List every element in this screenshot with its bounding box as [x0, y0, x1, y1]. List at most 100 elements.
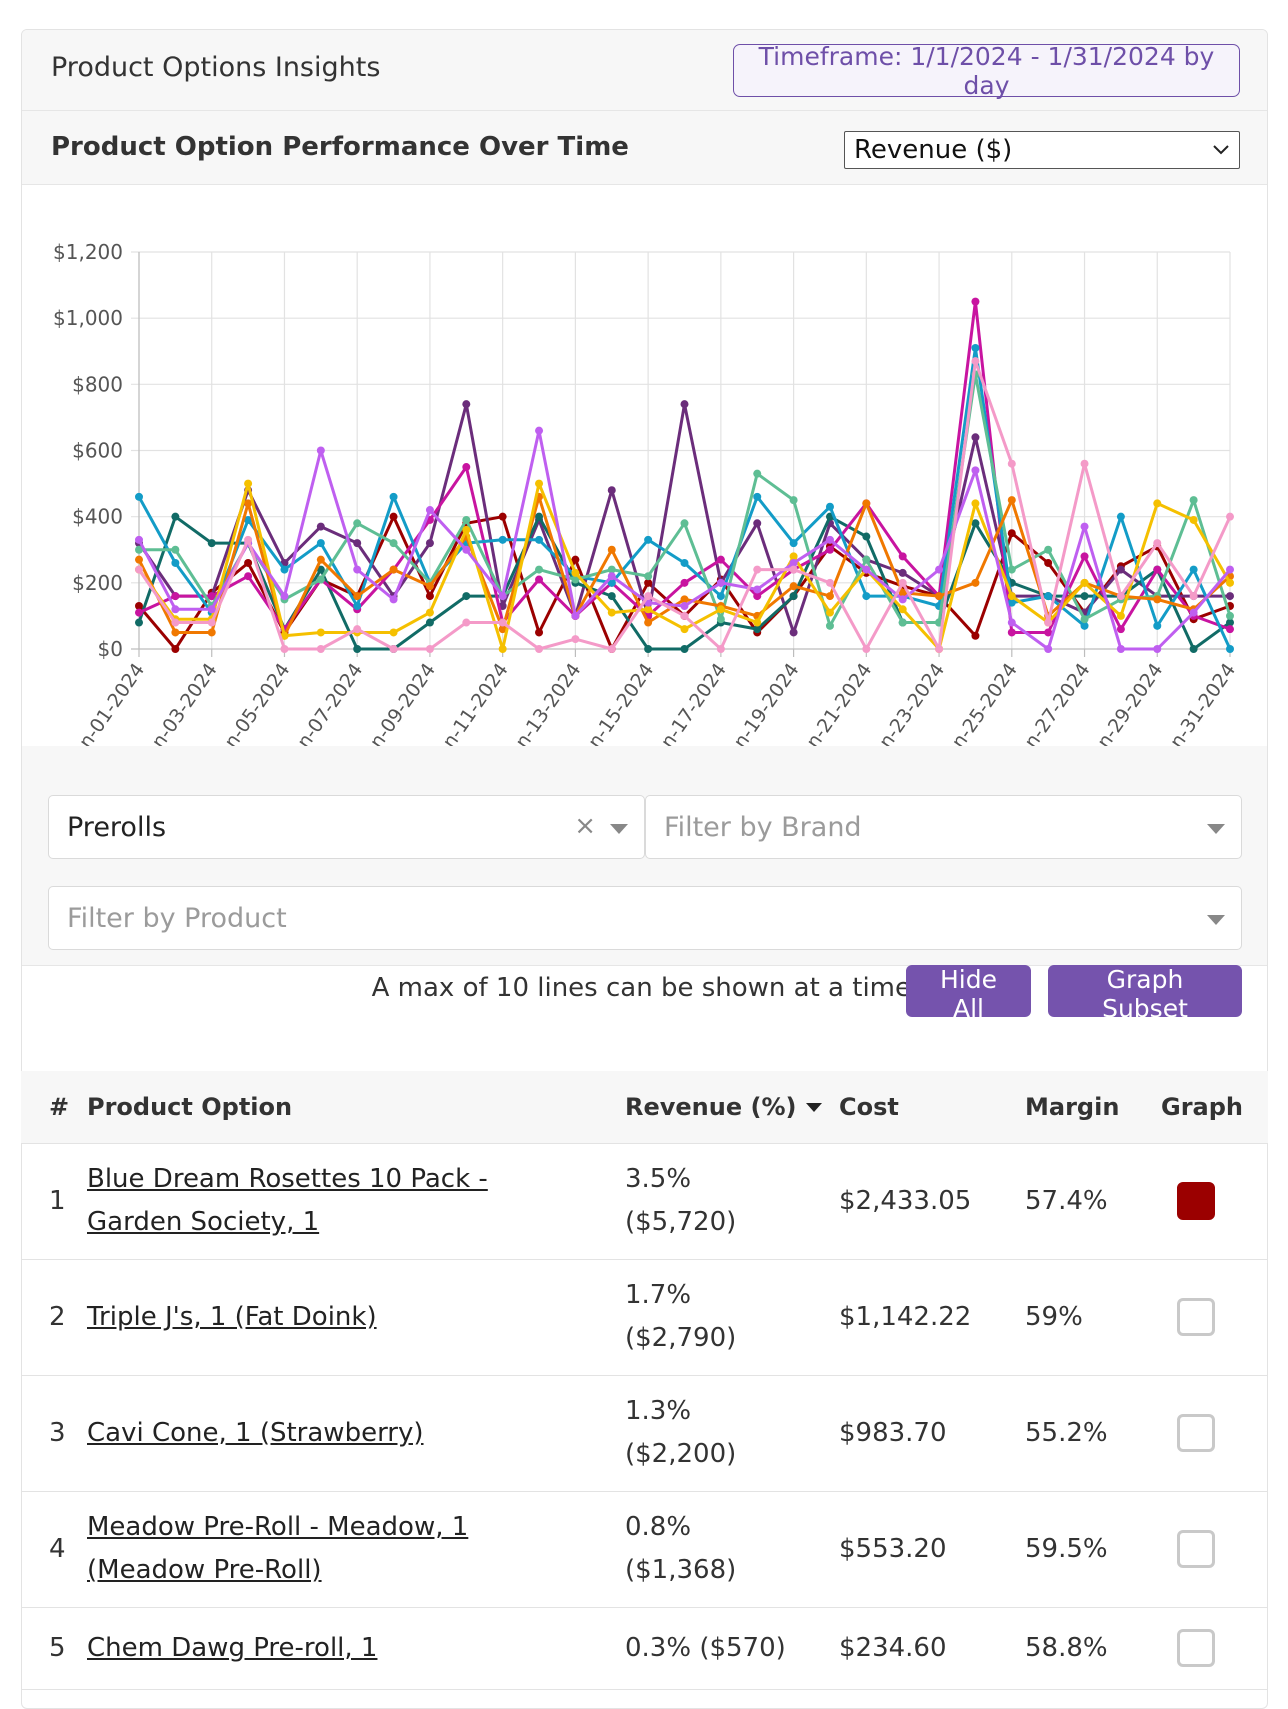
- row-margin: 59%: [1025, 1259, 1161, 1376]
- sort-desc-icon: [806, 1103, 823, 1113]
- hide-all-button[interactable]: Hide All: [906, 965, 1031, 1023]
- data-point: [716, 555, 725, 564]
- table-row: 3 Cavi Cone, 1 (Strawberry) 1.3% ($2,200)…: [21, 1375, 1268, 1492]
- product-option-link[interactable]: Meadow Pre-Roll - Meadow, 1 (Meadow Pre-R…: [87, 1512, 468, 1585]
- graph-checkbox[interactable]: [1177, 1298, 1215, 1336]
- col-header-num: #: [21, 1071, 87, 1144]
- data-point: [316, 628, 325, 637]
- data-point: [353, 539, 362, 548]
- data-point: [1080, 592, 1089, 601]
- data-point: [1080, 552, 1089, 561]
- data-point: [535, 535, 544, 544]
- data-point: [1226, 611, 1234, 620]
- data-point: [716, 615, 725, 624]
- table-container: # Product Option Revenue (%) Cost Margin…: [21, 1071, 1268, 1690]
- clear-icon[interactable]: ×: [574, 811, 596, 841]
- data-point: [171, 628, 180, 637]
- data-point: [462, 400, 471, 409]
- data-point: [1116, 512, 1125, 521]
- data-point: [1189, 496, 1198, 505]
- data-point: [244, 572, 253, 581]
- col-header-cost[interactable]: Cost: [839, 1071, 1025, 1144]
- row-cost: $983.70: [839, 1375, 1025, 1492]
- data-point: [607, 645, 616, 653]
- category-filter[interactable]: Prerolls ×: [48, 795, 645, 859]
- data-point: [1226, 592, 1234, 601]
- data-point: [680, 519, 689, 528]
- data-point: [680, 601, 689, 610]
- row-graph: [1161, 1491, 1268, 1608]
- timeframe-button[interactable]: Timeframe: 1/1/2024 - 1/31/2024 by day: [733, 42, 1240, 100]
- data-point: [498, 592, 507, 601]
- data-point: [1153, 645, 1162, 653]
- product-option-link[interactable]: Blue Dream Rosettes 10 Pack - Garden Soci…: [87, 1164, 488, 1237]
- col-header-revenue-label: Revenue (%): [625, 1092, 797, 1121]
- graph-checkbox[interactable]: [1177, 1530, 1215, 1568]
- graph-checkbox[interactable]: [1177, 1414, 1215, 1452]
- row-option: Triple J's, 1 (Fat Doink): [87, 1259, 625, 1376]
- product-option-link[interactable]: Triple J's, 1 (Fat Doink): [87, 1301, 377, 1332]
- data-point: [389, 539, 398, 548]
- metric-select-value: Revenue ($): [854, 135, 1013, 165]
- data-point: [753, 618, 762, 627]
- data-point: [1189, 608, 1198, 617]
- data-point: [425, 539, 434, 548]
- x-tick-label: Jan-19-2024: [719, 659, 804, 746]
- data-point: [171, 512, 180, 521]
- data-point: [535, 575, 544, 584]
- data-point: [1007, 628, 1016, 637]
- data-point: [607, 565, 616, 574]
- graph-checkbox[interactable]: [1177, 1629, 1215, 1667]
- data-point: [1007, 618, 1016, 627]
- data-point: [207, 628, 216, 637]
- data-point: [353, 625, 362, 634]
- col-header-revenue[interactable]: Revenue (%): [625, 1071, 839, 1144]
- option-line-1: Meadow Pre-Roll - Meadow, 1: [87, 1512, 469, 1542]
- product-option-link[interactable]: Cavi Cone, 1 (Strawberry): [87, 1417, 424, 1448]
- col-header-option[interactable]: Product Option: [87, 1071, 625, 1144]
- data-point: [462, 545, 471, 554]
- product-filter[interactable]: Filter by Product: [48, 886, 1242, 950]
- data-point: [571, 611, 580, 620]
- line-chart: $0 $200 $400 $600 $800 $1,000 $1,200 Jan-01-202…: [53, 240, 1240, 746]
- data-point: [935, 565, 944, 574]
- revenue-pct: 3.5%: [625, 1164, 692, 1194]
- row-option: Cavi Cone, 1 (Strawberry): [87, 1375, 625, 1492]
- data-point: [1116, 625, 1125, 634]
- data-point: [462, 463, 471, 472]
- data-point: [1080, 578, 1089, 587]
- brand-filter[interactable]: Filter by Brand: [645, 795, 1242, 859]
- data-point: [389, 512, 398, 521]
- data-point: [1116, 645, 1125, 653]
- graph-checkbox[interactable]: [1177, 1182, 1215, 1220]
- row-revenue: 1.7% ($2,790): [625, 1259, 839, 1376]
- row-cost: $2,433.05: [839, 1143, 1025, 1260]
- data-point: [244, 515, 253, 524]
- data-point: [862, 555, 871, 564]
- data-point: [353, 565, 362, 574]
- caret-down-icon: [1207, 915, 1225, 925]
- x-tick-label: Jan-17-2024: [646, 659, 731, 746]
- data-point: [535, 426, 544, 435]
- data-point: [389, 628, 398, 637]
- col-header-margin[interactable]: Margin: [1025, 1071, 1161, 1144]
- data-point: [1226, 645, 1234, 653]
- section-title: Product Option Performance Over Time: [51, 132, 629, 162]
- data-point: [680, 625, 689, 634]
- data-point: [644, 578, 653, 587]
- x-tick-label: Jan-23-2024: [864, 659, 949, 746]
- row-margin: 59.5%: [1025, 1491, 1161, 1608]
- data-point: [825, 502, 834, 511]
- product-option-link[interactable]: Chem Dawg Pre-roll, 1: [87, 1632, 378, 1663]
- row-cost: $234.60: [839, 1607, 1025, 1690]
- data-point: [1007, 459, 1016, 468]
- row-num: 3: [21, 1375, 87, 1492]
- graph-subset-button[interactable]: Graph Subset: [1048, 965, 1242, 1023]
- data-point: [1226, 565, 1234, 574]
- data-point: [535, 645, 544, 653]
- data-point: [789, 539, 798, 548]
- metric-select[interactable]: Revenue ($): [844, 131, 1240, 169]
- data-point: [644, 618, 653, 627]
- row-margin: 55.2%: [1025, 1375, 1161, 1492]
- row-margin: 58.8%: [1025, 1607, 1161, 1690]
